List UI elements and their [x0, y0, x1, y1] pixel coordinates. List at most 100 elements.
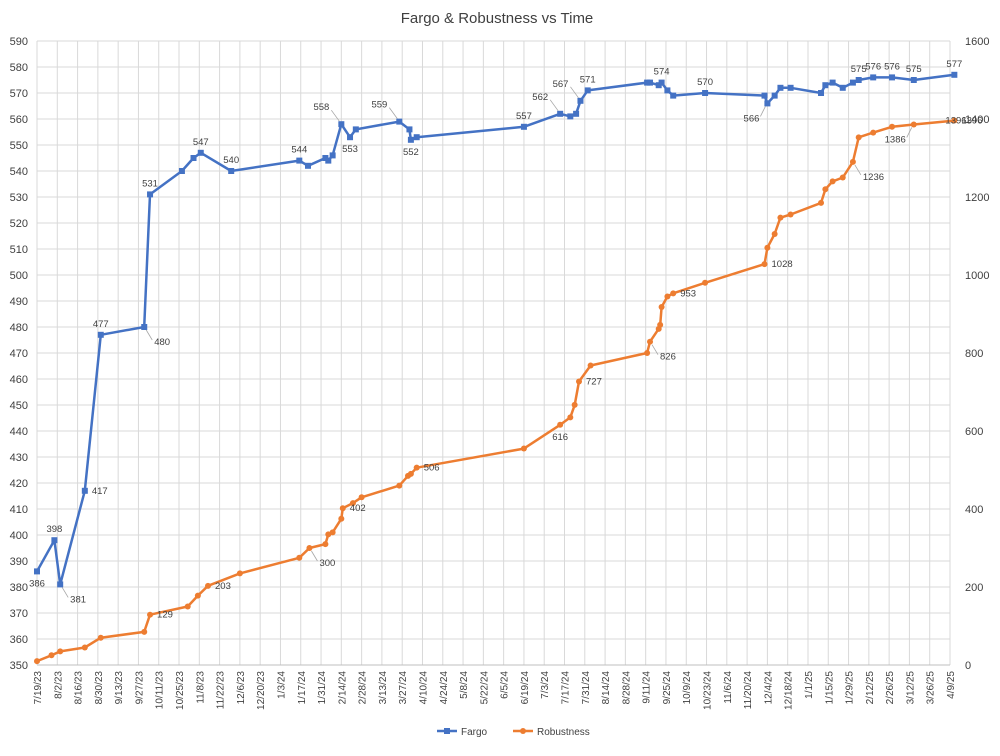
fargo-point: [787, 84, 794, 91]
y-left-tick-label: 400: [10, 530, 28, 542]
x-tick-label: 7/31/24: [581, 671, 592, 705]
data-label: 531: [142, 178, 158, 189]
x-tick-label: 1/29/25: [845, 671, 856, 705]
y-right-tick-label: 600: [965, 426, 983, 438]
robustness-point: [358, 494, 365, 501]
robustness-point: [236, 570, 243, 577]
fargo-point: [761, 92, 768, 99]
robustness-point: [818, 199, 825, 206]
robustness-point: [97, 634, 104, 641]
fargo-point: [520, 123, 527, 130]
robustness-point: [571, 401, 578, 408]
fargo-point: [347, 134, 354, 141]
y-right-tick-label: 1400: [965, 114, 989, 126]
x-tick-label: 1/1/25: [804, 671, 815, 699]
y-left-tick-label: 360: [10, 634, 28, 646]
data-label: 203: [215, 581, 231, 592]
y-left-tick-label: 590: [10, 36, 28, 48]
data-label: 300: [319, 558, 335, 569]
fargo-point: [147, 191, 154, 198]
x-tick-label: 4/10/24: [418, 671, 429, 705]
robustness-point: [413, 464, 420, 471]
fargo-point: [305, 162, 312, 169]
y-left-tick-label: 490: [10, 296, 28, 308]
robustness-point: [764, 244, 771, 251]
data-label-leader: [549, 99, 559, 112]
fargo-point: [889, 74, 896, 81]
robustness-point: [849, 158, 856, 165]
x-tick-label: 12/18/24: [784, 671, 795, 710]
robustness-point: [910, 121, 917, 128]
robustness-point: [57, 648, 64, 655]
data-label: 1396: [945, 116, 966, 127]
fargo-point: [855, 77, 862, 83]
x-tick-label: 6/5/24: [500, 671, 511, 699]
data-label: 574: [654, 67, 670, 78]
robustness-point: [407, 470, 414, 477]
y-right-tick-label: 800: [965, 348, 983, 360]
fargo-point: [406, 126, 413, 133]
data-label: 559: [371, 100, 387, 111]
y-right-tick-label: 400: [965, 504, 983, 516]
data-label-leader: [760, 106, 766, 117]
y-right-tick-label: 1200: [965, 192, 989, 204]
x-tick-label: 9/11/24: [642, 671, 653, 704]
robustness-point: [322, 541, 329, 548]
fargo-point: [407, 136, 414, 143]
fargo-point: [141, 324, 148, 330]
data-label: 480: [154, 337, 170, 348]
y-left-tick-label: 540: [10, 166, 28, 178]
data-label: 562: [532, 92, 548, 103]
robustness-point: [647, 338, 654, 345]
fargo-point: [51, 537, 58, 544]
y-left-tick-label: 420: [10, 478, 28, 490]
data-label: 558: [313, 102, 329, 113]
x-tick-label: 10/9/24: [682, 671, 693, 705]
series: [34, 71, 958, 665]
y-left-tick-label: 410: [10, 504, 28, 516]
right-axis: 0 200 400 600 800 1000 1200 1400 1600: [965, 36, 989, 672]
fargo-point: [818, 90, 825, 96]
robustness-point: [787, 211, 794, 218]
y-right-tick-label: 0: [965, 660, 971, 672]
y-right-tick-label: 1600: [965, 36, 989, 48]
data-label: 1396: [961, 116, 982, 127]
x-tick-label: 9/27/23: [134, 671, 145, 705]
x-tick-label: 10/25/23: [175, 671, 186, 710]
fargo-point: [647, 79, 654, 86]
data-label-leader: [331, 109, 340, 122]
fargo-point: [34, 568, 40, 575]
robustness-point: [657, 321, 664, 328]
robustness-point: [329, 529, 336, 536]
x-tick-label: 2/26/25: [885, 671, 896, 705]
data-label: 552: [403, 147, 419, 158]
x-tick-label: 12/4/24: [763, 671, 774, 705]
fargo-point: [352, 126, 359, 133]
fargo-point: [764, 100, 771, 107]
data-label: 727: [586, 376, 602, 387]
robustness-point: [829, 178, 836, 185]
data-labels: 386 398 381 417 477 480 531 547 540 544 558 553 559 5…: [29, 59, 982, 621]
left-axis: 350 360 370 380 390 400 410 420 430 440 450 460 470 4…: [10, 36, 28, 672]
x-tick-label: 9/13/23: [114, 671, 125, 705]
x-tick-label: 3/26/25: [926, 671, 937, 705]
y-left-tick-label: 450: [10, 400, 28, 412]
x-tick-label: 8/2/23: [53, 671, 64, 699]
y-left-tick-label: 550: [10, 140, 28, 152]
fargo-point: [329, 152, 336, 159]
robustness-point: [205, 582, 212, 589]
data-label: 1236: [863, 172, 884, 183]
x-tick-label: 5/8/24: [459, 671, 470, 699]
x-tick-label: 8/30/23: [94, 671, 105, 705]
fargo-point: [81, 487, 88, 494]
robustness-point: [339, 505, 346, 512]
data-label: 544: [291, 145, 307, 156]
x-tick-label: 11/8/23: [195, 671, 206, 704]
robustness-point: [839, 174, 846, 181]
fargo-point: [57, 581, 64, 588]
x-tick-label: 9/25/24: [662, 671, 673, 705]
fargo-point: [97, 331, 104, 338]
x-tick-label: 3/12/25: [905, 671, 916, 705]
data-label: 506: [424, 463, 440, 474]
